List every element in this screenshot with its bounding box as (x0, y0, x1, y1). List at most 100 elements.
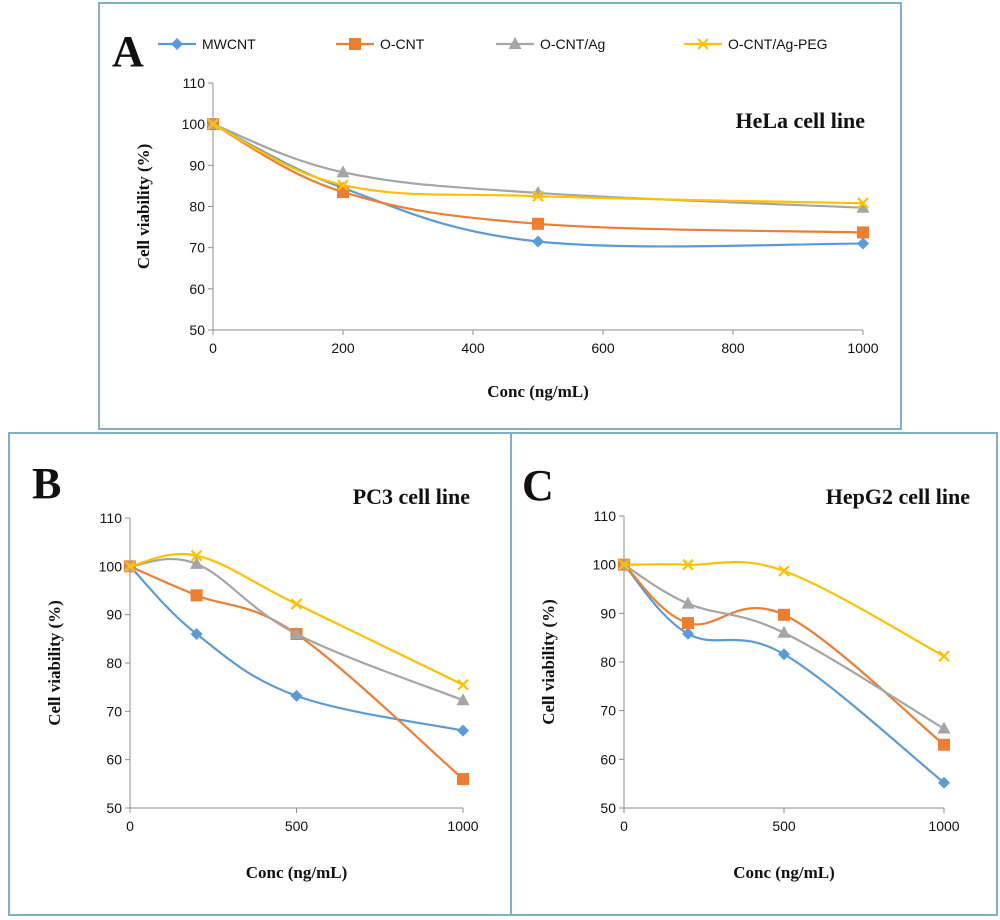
y-tick-label: 90 (600, 605, 616, 621)
y-tick-label: 110 (100, 510, 123, 526)
series-line (623, 563, 945, 730)
y-tick-label: 70 (189, 240, 205, 256)
series-mwcnt (207, 118, 869, 250)
y-tick-label: 70 (106, 703, 122, 719)
data-point (207, 118, 219, 130)
series-o-cnt-ag-peg (207, 118, 869, 209)
data-point (937, 721, 951, 734)
y-tick-label: 70 (600, 703, 616, 719)
data-point (938, 650, 950, 662)
chart-subtitle: HepG2 cell line (826, 484, 970, 509)
legend-label: O-CNT (380, 36, 425, 52)
data-point (456, 693, 470, 706)
y-tick-label: 80 (600, 654, 616, 670)
data-point (337, 179, 349, 191)
data-point (531, 185, 545, 198)
x-tick-label: 0 (126, 818, 134, 834)
data-point (938, 776, 950, 789)
y-tick-label: 110 (594, 508, 617, 524)
data-point (190, 549, 203, 562)
data-point (618, 558, 630, 571)
series-o-cnt-ag (123, 556, 470, 706)
legend-marker (349, 38, 361, 50)
data-point (682, 558, 694, 571)
data-point (682, 617, 694, 630)
series-o-cnt (124, 560, 469, 785)
data-point (938, 738, 950, 751)
data-point (778, 648, 790, 661)
series-line (129, 565, 464, 732)
series-o-cnt-ag-peg (124, 549, 469, 691)
data-point (290, 689, 303, 702)
data-point (532, 217, 544, 230)
y-tick-label: 50 (600, 800, 616, 816)
series-line (212, 123, 864, 209)
data-point (190, 589, 203, 602)
y-axis-title: Cell viability (%) (134, 144, 153, 270)
legend-marker (697, 38, 709, 50)
series-line (129, 565, 464, 780)
data-point (290, 627, 303, 639)
y-tick-label: 80 (189, 199, 205, 215)
y-tick-label: 100 (182, 116, 206, 132)
chart-a-svg: MWCNT O-CNT O-CNT/Ag O-CNT/Ag-PEG 50 60 70 80 90… (112, 27, 879, 401)
legend-label: O-CNT/Ag (540, 36, 605, 52)
y-axis-title: Cell viability (%) (45, 600, 64, 726)
y-axis-title: Cell viability (%) (539, 599, 558, 725)
y-tick-label: 60 (106, 752, 122, 768)
series-line (129, 552, 464, 686)
data-point (857, 226, 869, 239)
x-tick-label: 800 (721, 340, 745, 356)
legend-item-o-cnt: O-CNT (336, 36, 425, 52)
legend-item-o-cnt-ag-peg: O-CNT/Ag-PEG (684, 36, 828, 52)
x-axis-title: Conc (ng/mL) (733, 863, 835, 882)
chart-panel-a: MWCNT O-CNT O-CNT/Ag O-CNT/Ag-PEG 50 60 70 80 90… (98, 2, 902, 430)
chart-subtitle: HeLa cell line (735, 108, 865, 133)
data-point (857, 197, 869, 209)
chart-panel-c: 50 60 70 80 90 100 110 0 500 1000 Conc (ng/mL) Cell… (510, 432, 998, 916)
series-line (212, 123, 864, 248)
panel-letter: B (32, 459, 61, 508)
data-point (777, 625, 791, 638)
y-tick-label: 100 (593, 557, 617, 573)
y-tick-label: 110 (183, 75, 206, 91)
x-axis-title: Conc (ng/mL) (246, 863, 348, 882)
data-point (532, 235, 544, 248)
panel-letter: A (112, 27, 144, 76)
data-point (778, 608, 790, 621)
panel-letter: C (522, 461, 554, 510)
data-point (290, 598, 303, 610)
data-point (682, 627, 694, 640)
x-tick-label: 0 (620, 818, 628, 834)
data-point (190, 628, 203, 640)
series-line (212, 123, 864, 205)
y-tick-label: 50 (106, 800, 122, 816)
data-point (778, 565, 790, 577)
series-o-cnt (207, 118, 869, 239)
x-tick-label: 400 (461, 340, 485, 356)
legend-label: O-CNT/Ag-PEG (728, 36, 828, 52)
legend-marker (508, 37, 522, 49)
data-point (457, 773, 469, 785)
data-point (336, 165, 350, 178)
data-point (457, 678, 469, 691)
y-tick-label: 60 (600, 751, 616, 767)
y-tick-label: 80 (106, 655, 122, 671)
series-line (623, 563, 945, 784)
x-tick-label: 500 (772, 818, 796, 834)
y-tick-label: 90 (106, 607, 122, 623)
chart-subtitle: PC3 cell line (353, 484, 471, 509)
series-line (623, 560, 945, 658)
y-tick-label: 100 (99, 558, 123, 574)
data-point (124, 560, 136, 573)
legend-item-o-cnt-ag: O-CNT/Ag (496, 36, 605, 52)
x-axis-title: Conc (ng/mL) (487, 382, 589, 401)
data-point (681, 596, 695, 609)
chart-c-svg: 50 60 70 80 90 100 110 0 500 1000 Conc (ng/mL) Cell… (522, 461, 970, 882)
legend-item-mwcnt: MWCNT (158, 36, 256, 52)
x-tick-label: 1000 (847, 340, 878, 356)
data-point (190, 556, 204, 569)
x-tick-label: 600 (591, 340, 615, 356)
y-tick-label: 60 (189, 281, 205, 297)
data-point (457, 724, 469, 737)
